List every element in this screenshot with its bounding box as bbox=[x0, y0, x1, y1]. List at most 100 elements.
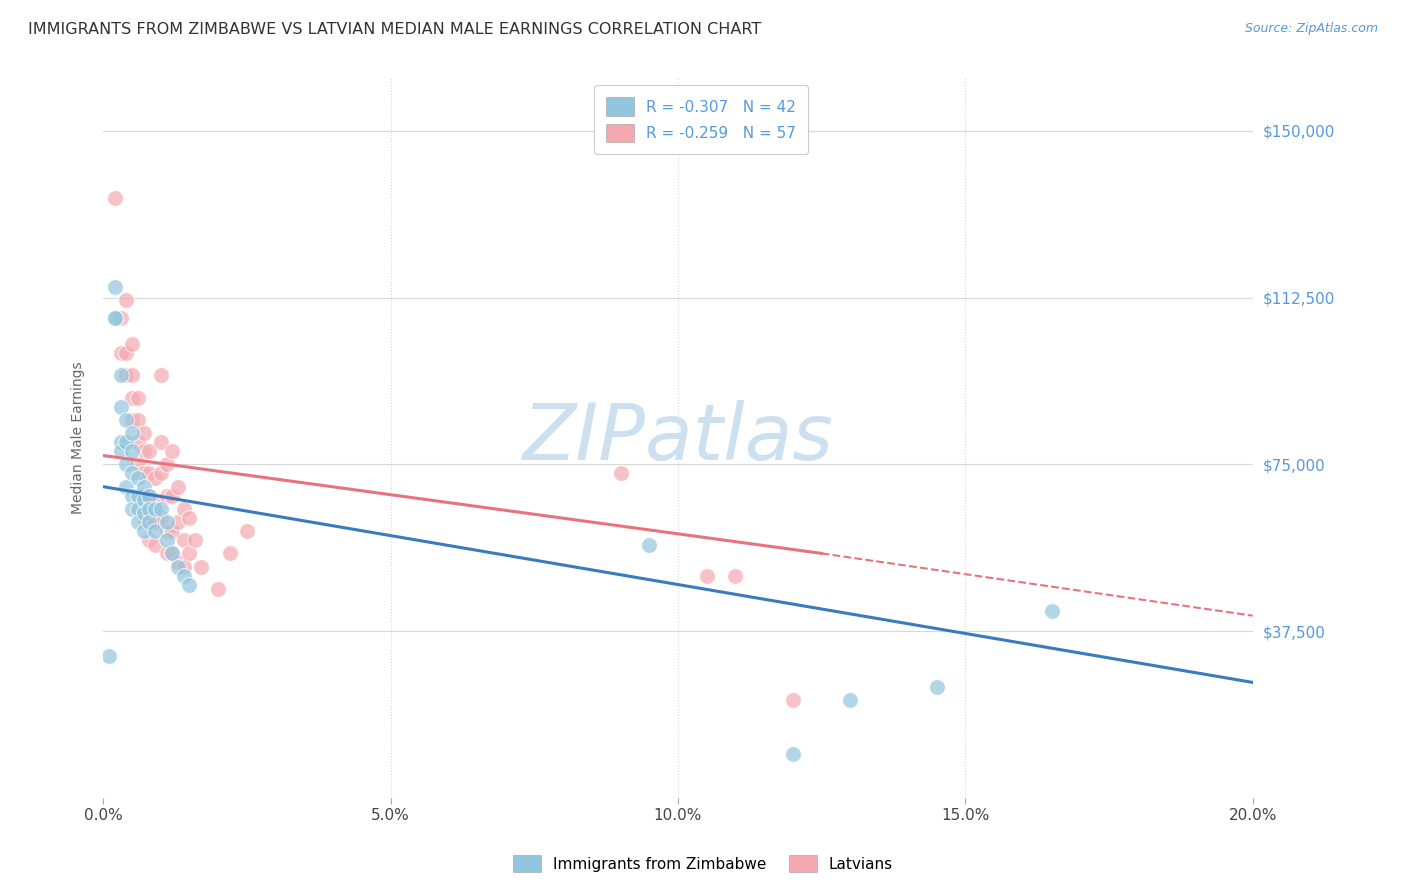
Point bbox=[121, 426, 143, 441]
Point bbox=[127, 489, 149, 503]
Point bbox=[173, 559, 195, 574]
Point bbox=[155, 489, 177, 503]
Point bbox=[127, 458, 149, 472]
Point bbox=[179, 546, 201, 560]
Point bbox=[121, 391, 143, 405]
Point bbox=[115, 480, 138, 494]
Point bbox=[138, 533, 160, 547]
Point bbox=[167, 480, 190, 494]
Point bbox=[132, 467, 155, 481]
Point bbox=[236, 524, 259, 538]
Text: Source: ZipAtlas.com: Source: ZipAtlas.com bbox=[1244, 22, 1378, 36]
Point bbox=[782, 693, 804, 707]
Point bbox=[179, 577, 201, 591]
Point bbox=[138, 516, 160, 530]
Point bbox=[132, 426, 155, 441]
Point bbox=[609, 467, 631, 481]
Point bbox=[162, 489, 184, 503]
Point bbox=[110, 435, 132, 450]
Point bbox=[190, 559, 212, 574]
Point bbox=[98, 648, 121, 663]
Point bbox=[167, 516, 190, 530]
Point bbox=[110, 310, 132, 325]
Point bbox=[104, 310, 127, 325]
Point bbox=[132, 493, 155, 508]
Point bbox=[110, 346, 132, 360]
Point bbox=[149, 435, 172, 450]
Point bbox=[184, 533, 207, 547]
Point bbox=[127, 413, 149, 427]
Point bbox=[638, 537, 661, 551]
Point bbox=[132, 507, 155, 521]
Point bbox=[1040, 604, 1063, 618]
Point bbox=[167, 559, 190, 574]
Point bbox=[173, 502, 195, 516]
Point bbox=[149, 502, 172, 516]
Point bbox=[138, 511, 160, 525]
Legend: Immigrants from Zimbabwe, Latvians: Immigrants from Zimbabwe, Latvians bbox=[505, 847, 901, 880]
Point bbox=[162, 546, 184, 560]
Point bbox=[127, 471, 149, 485]
Point bbox=[104, 190, 127, 204]
Point bbox=[143, 524, 166, 538]
Point bbox=[155, 524, 177, 538]
Point bbox=[155, 546, 177, 560]
Point bbox=[724, 568, 747, 582]
Point bbox=[138, 502, 160, 516]
Point bbox=[162, 444, 184, 458]
Point bbox=[121, 502, 143, 516]
Point bbox=[132, 489, 155, 503]
Point bbox=[127, 502, 149, 516]
Text: IMMIGRANTS FROM ZIMBABWE VS LATVIAN MEDIAN MALE EARNINGS CORRELATION CHART: IMMIGRANTS FROM ZIMBABWE VS LATVIAN MEDI… bbox=[28, 22, 762, 37]
Point bbox=[121, 337, 143, 351]
Point bbox=[782, 747, 804, 761]
Point bbox=[143, 516, 166, 530]
Point bbox=[104, 279, 127, 293]
Point bbox=[121, 489, 143, 503]
Point bbox=[143, 471, 166, 485]
Point bbox=[207, 582, 229, 596]
Point bbox=[121, 467, 143, 481]
Point bbox=[167, 555, 190, 569]
Legend: R = -0.307   N = 42, R = -0.259   N = 57: R = -0.307 N = 42, R = -0.259 N = 57 bbox=[595, 85, 808, 154]
Y-axis label: Median Male Earnings: Median Male Earnings bbox=[72, 361, 86, 514]
Point bbox=[132, 524, 155, 538]
Point bbox=[138, 489, 160, 503]
Point bbox=[173, 568, 195, 582]
Point bbox=[179, 511, 201, 525]
Point bbox=[127, 391, 149, 405]
Point bbox=[104, 310, 127, 325]
Point bbox=[115, 458, 138, 472]
Point bbox=[839, 693, 862, 707]
Point bbox=[121, 368, 143, 383]
Point bbox=[218, 546, 240, 560]
Text: ZIPatlas: ZIPatlas bbox=[523, 400, 834, 475]
Point bbox=[127, 435, 149, 450]
Point bbox=[115, 368, 138, 383]
Point bbox=[149, 511, 172, 525]
Point bbox=[155, 458, 177, 472]
Point bbox=[115, 413, 138, 427]
Point bbox=[696, 568, 718, 582]
Point bbox=[132, 480, 155, 494]
Point bbox=[149, 467, 172, 481]
Point bbox=[138, 489, 160, 503]
Point bbox=[143, 493, 166, 508]
Point bbox=[115, 435, 138, 450]
Point bbox=[138, 467, 160, 481]
Point bbox=[121, 413, 143, 427]
Point bbox=[132, 444, 155, 458]
Point bbox=[127, 516, 149, 530]
Point bbox=[138, 444, 160, 458]
Point bbox=[143, 502, 166, 516]
Point bbox=[132, 511, 155, 525]
Point bbox=[925, 680, 948, 694]
Point bbox=[162, 524, 184, 538]
Point bbox=[110, 444, 132, 458]
Point bbox=[155, 533, 177, 547]
Point bbox=[162, 546, 184, 560]
Point bbox=[149, 368, 172, 383]
Point bbox=[143, 537, 166, 551]
Point bbox=[173, 533, 195, 547]
Point bbox=[121, 444, 143, 458]
